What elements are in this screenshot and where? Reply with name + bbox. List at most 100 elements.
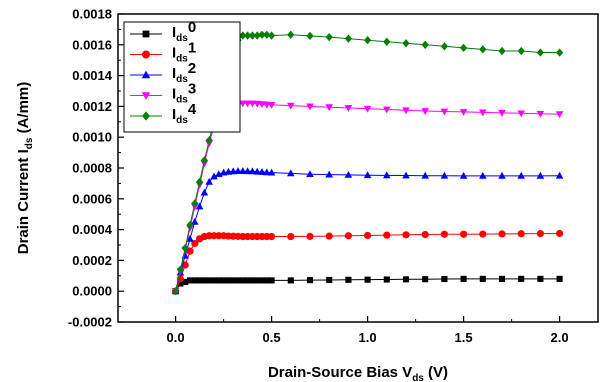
series-line (175, 102, 560, 292)
data-point (268, 31, 276, 40)
data-point (287, 169, 295, 177)
data-point (421, 40, 429, 49)
data-point (383, 276, 390, 283)
data-point (181, 243, 189, 253)
legend-marker (141, 70, 151, 79)
data-point (287, 102, 295, 110)
data-point (325, 170, 333, 178)
legend-item: Ids0 (130, 19, 196, 44)
data-point (253, 167, 261, 175)
data-point (306, 31, 314, 41)
data-point (402, 276, 410, 283)
data-point (191, 217, 199, 225)
data-point (556, 229, 564, 238)
data-point (383, 231, 391, 239)
x-tick-label: 1.5 (455, 330, 473, 345)
data-point (479, 230, 487, 238)
data-point (239, 100, 247, 108)
data-point (344, 170, 353, 178)
y-axis-title-main: Drain Current I (15, 149, 32, 254)
data-point (518, 275, 525, 282)
data-point (517, 230, 525, 238)
legend-marker (142, 30, 150, 38)
y-tick-label: 0.0004 (72, 222, 113, 237)
data-point (402, 231, 410, 239)
data-point (325, 32, 333, 42)
data-point (536, 48, 544, 57)
y-tick-label: 0.0002 (72, 253, 112, 268)
data-point (402, 171, 410, 179)
data-point (555, 111, 564, 119)
x-tick-label: 0.5 (263, 330, 281, 345)
data-point (287, 30, 295, 39)
data-point (287, 277, 294, 284)
x-axis-title-sub: ds (412, 373, 424, 382)
x-tick-label: 1.0 (359, 330, 377, 345)
data-point (176, 265, 184, 274)
data-point (196, 177, 204, 186)
data-point (421, 108, 429, 115)
data-point (383, 106, 391, 114)
data-point (206, 277, 213, 284)
legend-marker (141, 92, 151, 100)
data-point (440, 230, 448, 238)
legend-item: Ids2 (130, 60, 196, 85)
data-point (268, 232, 276, 241)
legend-box (123, 21, 241, 133)
data-point (364, 276, 371, 283)
data-point (517, 46, 525, 56)
data-point (205, 177, 213, 185)
data-point (364, 36, 372, 45)
y-tick-label: 0.0016 (72, 37, 112, 52)
data-point (268, 277, 275, 284)
data-point (186, 277, 194, 284)
legend-marker (142, 111, 150, 121)
data-point (182, 278, 189, 286)
data-point (441, 275, 448, 283)
data-point (363, 105, 372, 113)
data-point (460, 275, 467, 282)
data-point (306, 170, 314, 178)
data-point (306, 103, 314, 111)
legend-label: Ids2 (172, 60, 196, 85)
data-point (460, 230, 468, 238)
x-tick-label: 2.0 (551, 330, 569, 345)
y-tick-label: 0.0010 (72, 130, 112, 145)
data-point (479, 275, 486, 282)
y-axis-title: Drain Current Ids (A/mm) (15, 82, 35, 255)
data-point (306, 232, 314, 240)
data-point (267, 101, 276, 109)
data-point (326, 276, 333, 284)
data-point (459, 109, 468, 116)
data-point (498, 275, 506, 282)
data-point (200, 156, 208, 165)
data-point (287, 232, 295, 241)
data-point (364, 231, 372, 240)
data-point (459, 171, 468, 179)
data-point (517, 171, 525, 179)
legend-label: Ids1 (172, 40, 196, 65)
legend-label: Ids3 (172, 81, 196, 106)
y-tick-label: 0.0006 (72, 191, 112, 206)
data-point (243, 100, 252, 108)
data-point (254, 277, 261, 284)
data-point (363, 171, 372, 179)
data-point (239, 277, 246, 284)
data-point (230, 277, 237, 284)
data-point (402, 39, 410, 48)
data-point (479, 45, 487, 54)
x-tick-label: 0.0 (167, 330, 185, 345)
plot-area-frame (117, 13, 599, 323)
data-point (306, 277, 314, 284)
data-point (205, 136, 213, 145)
data-point (234, 167, 242, 174)
data-point (479, 171, 487, 179)
data-point (344, 34, 352, 43)
data-point (345, 276, 352, 283)
data-point (225, 277, 232, 284)
y-axis-title-tail: (A/mm) (15, 82, 32, 138)
data-point (253, 31, 261, 40)
data-point (460, 43, 468, 53)
data-point (186, 220, 194, 230)
